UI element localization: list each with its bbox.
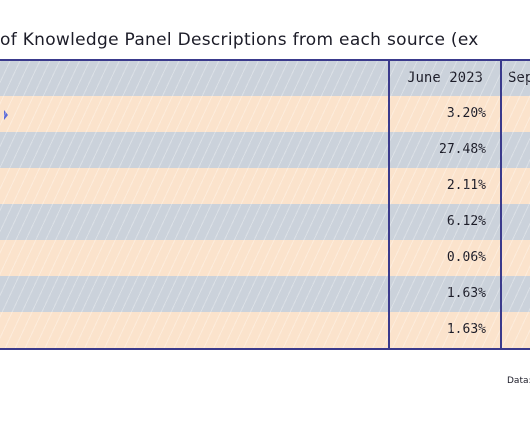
source-cell xyxy=(4,204,384,240)
source-cell xyxy=(4,96,384,132)
column-divider-june xyxy=(388,60,390,349)
table-row: 1.63% xyxy=(0,312,530,349)
june-value: 1.63% xyxy=(446,322,486,337)
data-table: June 2023 Sep 3.20% 27.48% 2.11% 6.12% xyxy=(0,60,530,349)
header-source-cell xyxy=(4,60,384,96)
june-value: 27.48% xyxy=(439,142,486,157)
june-value: 0.06% xyxy=(446,250,486,265)
sep-value xyxy=(501,168,530,204)
sep-value xyxy=(501,96,530,132)
header-june-2023: June 2023 xyxy=(407,70,483,86)
data-source-note: Data: xyxy=(507,376,530,386)
source-cell xyxy=(4,240,384,276)
table-row: 27.48% xyxy=(0,132,530,168)
table-row: 0.06% xyxy=(0,240,530,276)
table-header-row: June 2023 Sep xyxy=(0,60,530,96)
june-value: 2.11% xyxy=(446,178,486,193)
source-cell xyxy=(4,168,384,204)
table-title: of Knowledge Panel Descriptions from eac… xyxy=(0,30,479,50)
sep-value xyxy=(501,240,530,276)
table-row: 1.63% xyxy=(0,276,530,312)
row-marker-icon xyxy=(4,110,8,120)
sep-value xyxy=(501,276,530,312)
sep-value xyxy=(501,312,530,348)
source-cell xyxy=(4,312,384,348)
table-row: 6.12% xyxy=(0,204,530,240)
header-sep: Sep xyxy=(508,70,530,86)
june-value: 6.12% xyxy=(446,214,486,229)
source-cell xyxy=(4,132,384,168)
table-row: 3.20% xyxy=(0,96,530,132)
column-divider-sep xyxy=(500,60,502,349)
june-value: 3.20% xyxy=(446,106,486,121)
june-value: 1.63% xyxy=(446,286,486,301)
source-cell xyxy=(4,276,384,312)
table-bottom-border xyxy=(0,348,530,350)
sep-value xyxy=(501,204,530,240)
sep-value xyxy=(501,132,530,168)
table-row: 2.11% xyxy=(0,168,530,204)
table-top-border xyxy=(0,59,530,61)
